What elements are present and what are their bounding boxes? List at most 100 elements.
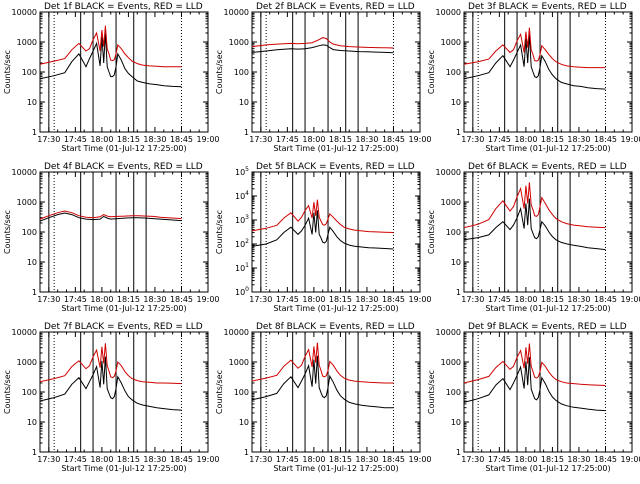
x-tick-label: 17:30 bbox=[461, 455, 484, 464]
series-line-events bbox=[463, 357, 606, 412]
x-tick-label: 18:45 bbox=[594, 295, 617, 304]
y-tick-label: 1 bbox=[456, 288, 461, 297]
panel-title: Det 5f BLACK = Events, RED = LLD bbox=[256, 162, 415, 172]
x-tick-label: 17:45 bbox=[488, 135, 511, 144]
panel-title: Det 3f BLACK = Events, RED = LLD bbox=[468, 2, 627, 12]
x-tick-label: 18:45 bbox=[382, 295, 405, 304]
y-tick-label: 100 bbox=[446, 68, 461, 77]
x-tick-label: 18:00 bbox=[514, 455, 537, 464]
panel-title: Det 2f BLACK = Events, RED = LLD bbox=[256, 2, 415, 12]
series-line-events bbox=[463, 34, 606, 90]
x-tick-label: 17:30 bbox=[461, 295, 484, 304]
y-tick-label: 1 bbox=[456, 128, 461, 137]
x-axis-label: Start Time (01-Jul-12 17:25:00) bbox=[273, 464, 398, 473]
y-tick-label: 101 bbox=[235, 262, 249, 273]
panel-1: Det 1f BLACK = Events, RED = LLD 1 10 100 10… bbox=[3, 2, 220, 153]
series-line-events bbox=[39, 356, 182, 411]
x-tick-label: 19:00 bbox=[620, 295, 640, 304]
x-tick-label: 19:00 bbox=[408, 455, 431, 464]
y-tick-exponent: 2 bbox=[245, 238, 249, 245]
y-tick-label: 100 bbox=[446, 228, 461, 237]
y-tick-label: 1 bbox=[32, 448, 37, 457]
y-tick-label: 100 bbox=[22, 388, 37, 397]
panel-title: Det 7f BLACK = Events, RED = LLD bbox=[44, 322, 203, 332]
series-line-lld bbox=[463, 182, 606, 229]
x-tick-label: 18:30 bbox=[355, 455, 378, 464]
panel-6: Det 6f BLACK = Events, RED = LLD 1 10 100 10… bbox=[427, 162, 640, 313]
y-tick-label: 1000 bbox=[441, 38, 461, 47]
x-tick-label: 18:00 bbox=[90, 135, 113, 144]
y-tick-label: 1000 bbox=[229, 358, 249, 367]
x-tick-label: 19:00 bbox=[196, 295, 219, 304]
y-axis-label: Counts/sec bbox=[427, 210, 436, 254]
y-tick-label: 102 bbox=[235, 238, 249, 249]
x-tick-label: 17:45 bbox=[488, 295, 511, 304]
x-tick-label: 19:00 bbox=[620, 135, 640, 144]
x-tick-label: 18:00 bbox=[302, 295, 325, 304]
y-tick-label: 10 bbox=[239, 98, 249, 107]
panel-title: Det 1f BLACK = Events, RED = LLD bbox=[44, 2, 203, 12]
y-axis-label: Counts/sec bbox=[215, 210, 224, 254]
x-tick-label: 19:00 bbox=[196, 455, 219, 464]
panel-8: Det 8f BLACK = Events, RED = LLD 1 10 100 10… bbox=[215, 322, 432, 473]
x-axis-label: Start Time (01-Jul-12 17:25:00) bbox=[485, 464, 610, 473]
x-tick-label: 17:30 bbox=[461, 135, 484, 144]
x-tick-label: 18:15 bbox=[329, 455, 352, 464]
y-tick-label: 1000 bbox=[17, 198, 37, 207]
x-axis-label: Start Time (01-Jul-12 17:25:00) bbox=[485, 304, 610, 313]
y-tick-label: 100 bbox=[234, 68, 249, 77]
x-tick-label: 17:45 bbox=[488, 455, 511, 464]
panel-9: Det 9f BLACK = Events, RED = LLD 1 10 100 10… bbox=[427, 322, 640, 473]
y-tick-label: 10000 bbox=[12, 168, 37, 177]
y-tick-label: 10 bbox=[451, 98, 461, 107]
x-tick-label: 17:45 bbox=[276, 295, 299, 304]
y-tick-label: 1 bbox=[244, 128, 249, 137]
y-tick-label: 1000 bbox=[441, 198, 461, 207]
x-tick-label: 18:30 bbox=[143, 455, 166, 464]
plot-frame bbox=[463, 171, 633, 293]
x-tick-label: 17:30 bbox=[37, 455, 60, 464]
y-tick-exponent: 5 bbox=[245, 166, 249, 173]
series-line-events bbox=[39, 212, 182, 222]
x-tick-label: 18:30 bbox=[143, 295, 166, 304]
x-tick-label: 18:30 bbox=[143, 135, 166, 144]
x-tick-label: 18:15 bbox=[117, 455, 140, 464]
y-tick-label: 1 bbox=[244, 448, 249, 457]
y-tick-exponent: 3 bbox=[245, 214, 249, 221]
y-tick-label: 10000 bbox=[12, 328, 37, 337]
y-axis-label: Counts/sec bbox=[3, 50, 12, 94]
y-tick-label: 10000 bbox=[436, 328, 461, 337]
x-tick-label: 18:45 bbox=[594, 135, 617, 144]
y-axis-label: Counts/sec bbox=[427, 50, 436, 94]
series-line-lld bbox=[251, 342, 394, 384]
x-tick-label: 17:30 bbox=[249, 295, 272, 304]
panel-title: Det 6f BLACK = Events, RED = LLD bbox=[468, 162, 627, 172]
y-tick-label: 10000 bbox=[224, 328, 249, 337]
panel-3: Det 3f BLACK = Events, RED = LLD 1 10 100 10… bbox=[427, 2, 640, 153]
x-axis-label: Start Time (01-Jul-12 17:25:00) bbox=[273, 304, 398, 313]
x-tick-label: 18:00 bbox=[302, 135, 325, 144]
series-line-lld bbox=[463, 27, 606, 69]
x-tick-label: 18:00 bbox=[514, 135, 537, 144]
y-axis-label: Counts/sec bbox=[427, 370, 436, 414]
x-tick-label: 18:30 bbox=[355, 295, 378, 304]
x-tick-label: 18:45 bbox=[594, 455, 617, 464]
x-tick-label: 18:30 bbox=[355, 135, 378, 144]
series-line-lld bbox=[251, 199, 394, 233]
panel-2: Det 2f BLACK = Events, RED = LLD 1 10 100 10… bbox=[215, 2, 432, 153]
y-axis-label: Counts/sec bbox=[215, 370, 224, 414]
y-tick-label: 1000 bbox=[17, 38, 37, 47]
y-tick-label: 1000 bbox=[17, 358, 37, 367]
y-tick-label: 10 bbox=[239, 418, 249, 427]
plot-frame bbox=[251, 11, 421, 133]
series-line-lld bbox=[251, 37, 394, 49]
y-tick-label: 10 bbox=[451, 418, 461, 427]
x-axis-label: Start Time (01-Jul-12 17:25:00) bbox=[61, 304, 186, 313]
x-axis-label: Start Time (01-Jul-12 17:25:00) bbox=[61, 464, 186, 473]
y-tick-label: 1 bbox=[32, 288, 37, 297]
series-line-events bbox=[251, 355, 394, 409]
x-tick-label: 18:15 bbox=[541, 295, 564, 304]
x-tick-label: 18:00 bbox=[514, 295, 537, 304]
